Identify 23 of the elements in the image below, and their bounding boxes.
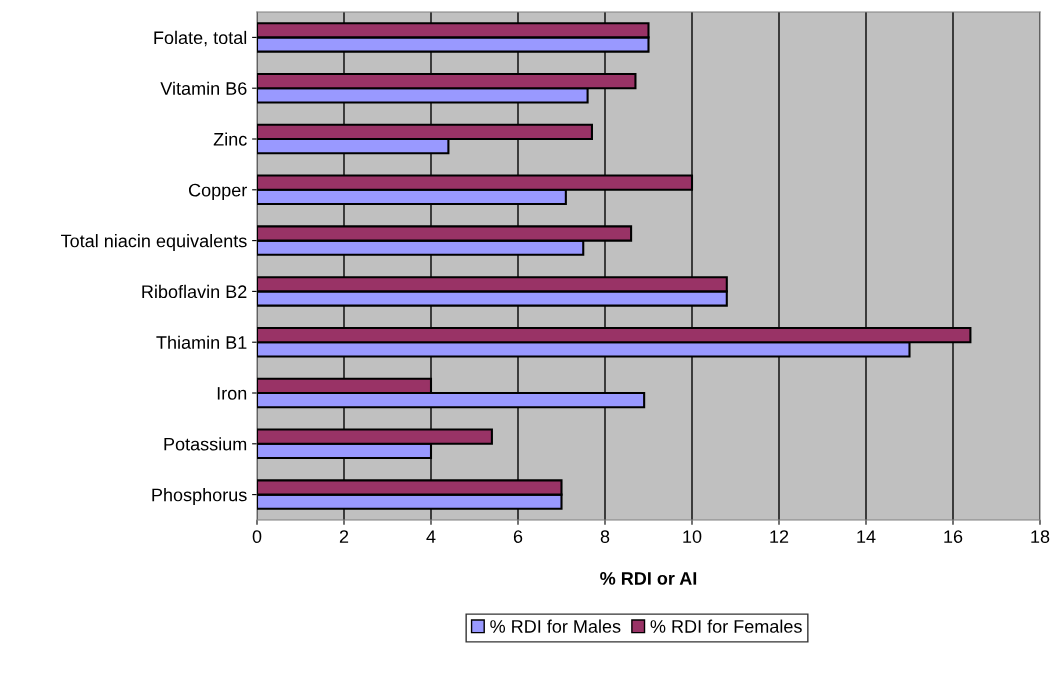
y-tick-label: Phosphorus xyxy=(152,488,247,505)
x-tick-label: 2 xyxy=(339,530,349,543)
x-tick-label: 8 xyxy=(600,530,610,543)
y-tick-label: Potassium xyxy=(164,437,247,451)
y-tick-label: Total niacin equivalents xyxy=(61,234,247,251)
x-tick-label: 16 xyxy=(944,530,963,543)
x-tick-label: 12 xyxy=(770,530,789,543)
x-tick-label: 6 xyxy=(513,530,523,543)
x-tick-label: 10 xyxy=(683,530,702,543)
x-tick-label: 4 xyxy=(426,530,436,543)
y-tick-label: Thiamin B1 xyxy=(156,335,247,349)
y-tick-label: Copper xyxy=(188,183,247,201)
x-tick-label: 18 xyxy=(1031,530,1050,543)
x-axis-title: % RDI or AI xyxy=(600,572,697,585)
y-tick-label: Vitamin B6 xyxy=(160,81,247,95)
x-tick-label: 14 xyxy=(857,530,876,543)
y-tick-label: Iron xyxy=(217,387,247,400)
x-tick-label: 0 xyxy=(252,530,262,543)
y-tick-label: Zinc xyxy=(213,132,247,146)
y-tick-label: Riboflavin B2 xyxy=(142,284,247,299)
legend-label: % RDI for Females xyxy=(650,619,802,633)
legend-label: % RDI for Males xyxy=(490,619,621,633)
y-tick-label: Folate, total xyxy=(154,30,247,47)
